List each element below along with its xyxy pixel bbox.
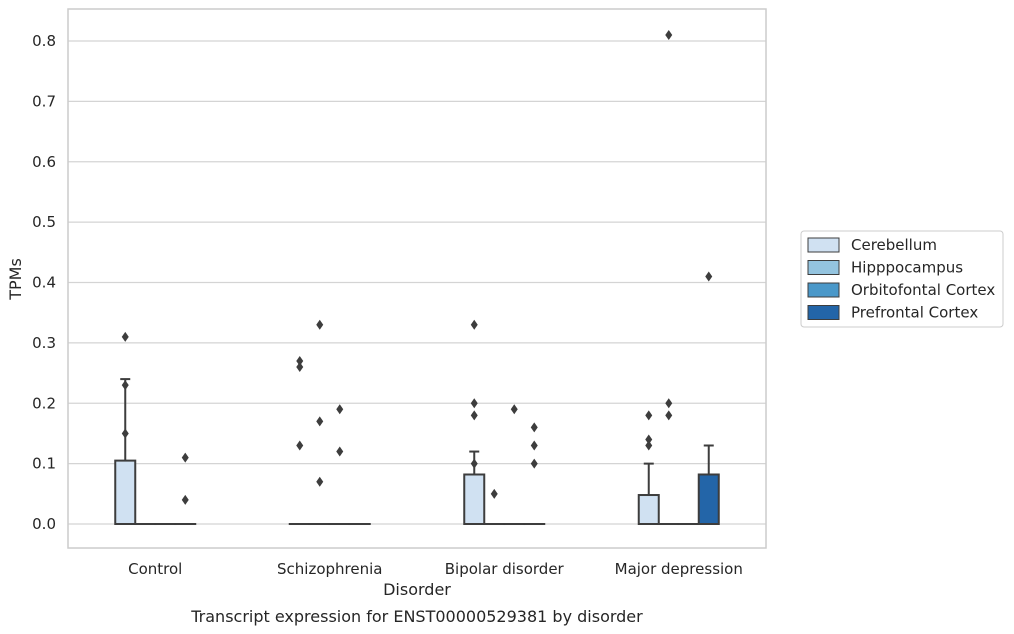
outlier-point [470, 398, 478, 409]
y-axis-ticks: 0.0 0.1 0.2 0.3 0.4 0.5 0.6 0.7 0.8 [32, 32, 56, 533]
y-tick-label: 0.6 [32, 153, 56, 171]
box [114, 459, 137, 526]
outlier-point [490, 488, 498, 499]
outlier-point [181, 452, 189, 463]
box [463, 473, 486, 525]
outlier-point [470, 319, 478, 330]
outlier-point [336, 404, 344, 415]
outlier-point [645, 434, 653, 445]
x-tick-label: Control [128, 560, 182, 578]
outlier-point [645, 440, 653, 451]
legend: Cerebellum Hipppocampus Orbitofontal Corte… [800, 230, 1004, 328]
legend-swatch [807, 282, 840, 298]
x-axis-ticks: Control Schizophrenia Bipolar disorder Majo… [128, 560, 743, 578]
legend-swatch [807, 260, 840, 275]
x-tick-label: Schizophrenia [277, 560, 382, 578]
y-tick-label: 0.4 [32, 274, 56, 292]
x-tick-label: Major depression [615, 560, 743, 578]
box-plot [503, 404, 526, 526]
outlier-point [470, 410, 478, 421]
box-plot [288, 355, 311, 526]
outlier-point [510, 404, 518, 415]
outlier-point [665, 398, 673, 409]
box-plot [114, 331, 137, 526]
plot-area-frame [67, 8, 767, 549]
legend-label: Hipppocampus [851, 259, 963, 277]
y-tick-label: 0.7 [32, 92, 56, 110]
legend-label: Cerebellum [851, 236, 937, 254]
outlier-point [530, 458, 538, 469]
y-tick-label: 0.5 [32, 213, 56, 231]
box-plot [463, 319, 486, 525]
y-tick-label: 0.1 [32, 455, 56, 473]
outlier-point [121, 380, 129, 391]
box-plot [308, 319, 331, 526]
y-tick-label: 0.0 [32, 515, 56, 533]
outlier-point [336, 446, 344, 457]
legend-frame [800, 230, 1004, 328]
box-plot [637, 410, 660, 525]
series-prefrontal-cortex [174, 271, 720, 526]
box [697, 473, 720, 525]
series-cerebellum [114, 319, 660, 526]
y-axis-label: TPMs [6, 258, 25, 301]
box-plot [483, 488, 506, 526]
outlier-point [296, 355, 304, 366]
box-plot [697, 271, 720, 525]
outlier-point [316, 416, 324, 427]
y-tick-label: 0.2 [32, 394, 56, 412]
series-hipppocampus [134, 29, 680, 526]
y-tick-label: 0.8 [32, 32, 56, 50]
box [637, 494, 660, 525]
box-plot [523, 422, 546, 526]
outlier-point [665, 29, 673, 40]
outlier-point [316, 319, 324, 330]
x-tick-label: Bipolar disorder [445, 560, 565, 578]
outlier-point [296, 440, 304, 451]
outlier-point [121, 428, 129, 439]
box-plot [174, 452, 197, 526]
legend-label: Prefrontal Cortex [851, 304, 978, 322]
outlier-point [296, 362, 304, 373]
outlier-point [705, 271, 713, 282]
outlier-point [530, 440, 538, 451]
legend-swatch [807, 237, 840, 253]
outlier-point [181, 494, 189, 505]
outlier-point [316, 476, 324, 487]
outlier-point [645, 410, 653, 421]
y-tick-label: 0.3 [32, 334, 56, 352]
figure-caption: Transcript expression for ENST0000052938… [190, 607, 643, 626]
outlier-point [121, 331, 129, 342]
outlier-point [530, 422, 538, 433]
box-series [114, 29, 720, 526]
outlier-point [665, 410, 673, 421]
outlier-point [470, 458, 478, 469]
legend-swatch [807, 305, 840, 320]
x-axis-label: Disorder [383, 580, 451, 599]
legend-label: Orbitofontal Cortex [851, 281, 995, 299]
